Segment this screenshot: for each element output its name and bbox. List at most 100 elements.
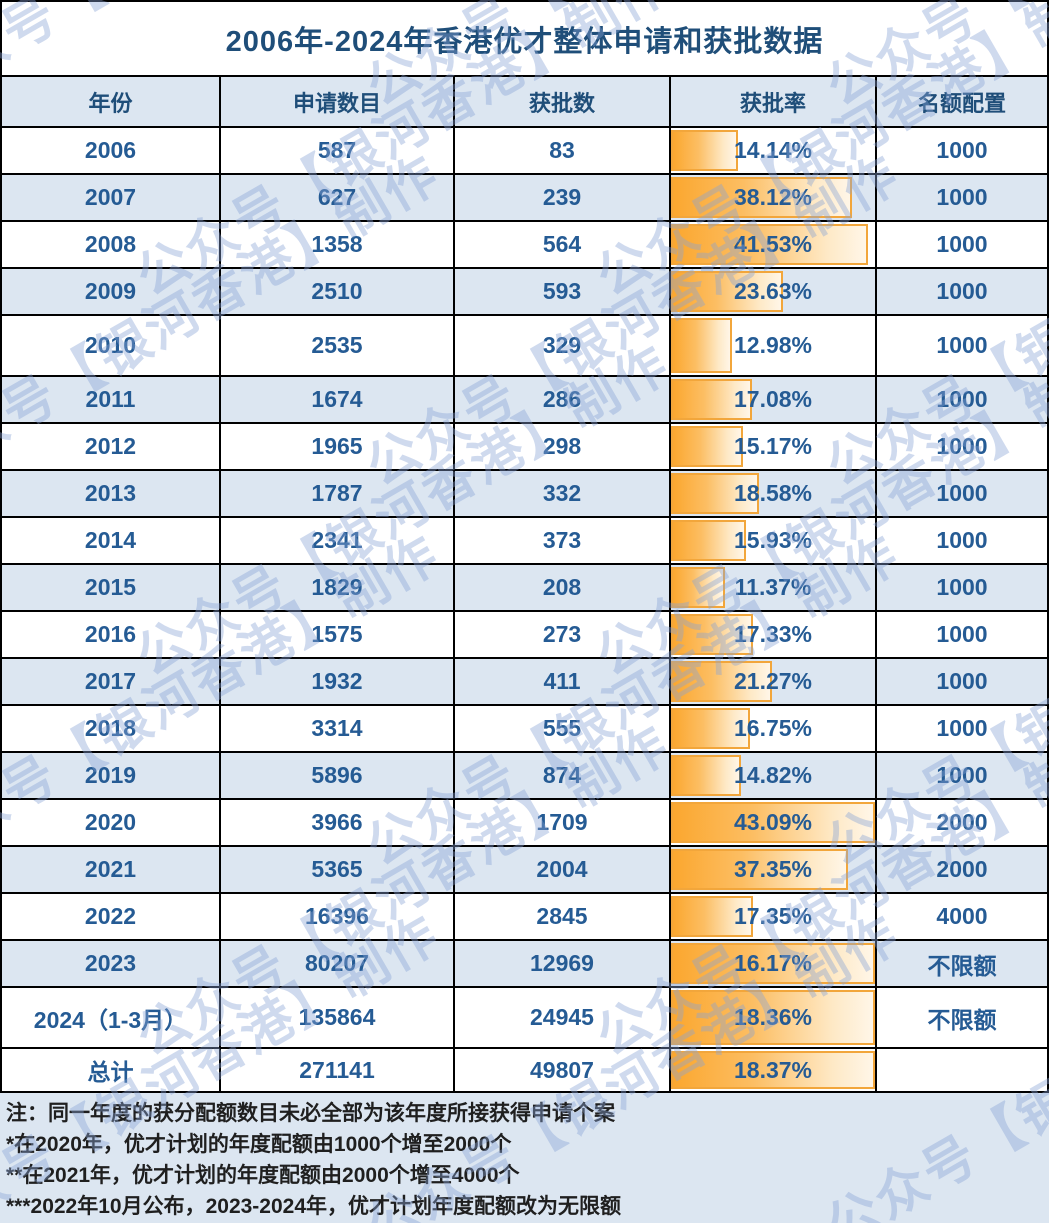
approval-rate-value: 15.17%: [733, 433, 812, 459]
applications-cell: 1674: [221, 377, 455, 422]
table-row: 2022 16396 2845 17.35% 4000: [2, 894, 1047, 941]
year-cell: 2008: [2, 222, 221, 267]
approval-rate-bar: [671, 224, 868, 265]
approval-rate-cell: 14.14%: [671, 128, 877, 173]
column-header-4: 获批率: [671, 77, 877, 126]
approval-rate-bar: [671, 849, 848, 890]
column-header-3: 获批数: [455, 77, 671, 126]
approvals-cell: 373: [455, 518, 671, 563]
table-row: 2015 1829 208 11.37% 1000: [2, 565, 1047, 612]
approvals-cell: 2845: [455, 894, 671, 939]
approval-rate-bar: [671, 567, 725, 608]
approval-rate-value: 43.09%: [733, 809, 812, 835]
approval-rate-bar: [671, 614, 753, 655]
approval-rate-cell: 18.37%: [671, 1049, 877, 1091]
table-row: 2009 2510 593 23.63% 1000: [2, 269, 1047, 316]
approval-rate-cell: 16.75%: [671, 706, 877, 751]
quota-cell: 1000: [936, 332, 988, 358]
approval-rate-value: 41.53%: [733, 231, 812, 257]
approvals-cell: 286: [455, 377, 671, 422]
approval-rate-bar: [671, 177, 852, 218]
approval-rate-cell: 11.37%: [671, 565, 877, 610]
year-cell: 2007: [2, 175, 221, 220]
table-row: 2018 3314 555 16.75% 1000: [2, 706, 1047, 753]
approval-rate-value: 37.35%: [733, 856, 812, 882]
approval-rate-value: 18.37%: [733, 1056, 812, 1083]
approval-rate-cell: 21.27%: [671, 659, 877, 704]
table-row: 2019 5896 874 14.82% 1000: [2, 753, 1047, 800]
approval-rate-bar: [671, 473, 759, 514]
column-header-1: 年份: [2, 77, 221, 126]
approval-rate-cell: 43.09%: [671, 800, 877, 845]
quota-cell: 4000: [936, 903, 988, 929]
approval-rate-cell: 14.82%: [671, 753, 877, 798]
footnote-2: *在2020年，优才计划的年度配额由1000个增至2000个: [6, 1133, 512, 1156]
approval-rate-bar: [671, 520, 747, 561]
approval-rate-bar: [671, 708, 751, 749]
approvals-cell: 239: [455, 175, 671, 220]
quota-cell: 1000: [936, 184, 988, 210]
applications-cell: 16396: [221, 894, 455, 939]
year-cell: 2016: [2, 612, 221, 657]
table-row: 2006 587 83 14.14% 1000: [2, 128, 1047, 175]
applications-cell: 3314: [221, 706, 455, 751]
approval-rate-value: 18.58%: [733, 480, 812, 506]
table-row: 2014 2341 373 15.93% 1000: [2, 518, 1047, 565]
applications-cell: 135864: [221, 988, 455, 1047]
year-cell: 2013: [2, 471, 221, 516]
approval-rate-value: 17.35%: [733, 903, 812, 929]
year-cell: 2023: [2, 941, 221, 986]
approval-rate-cell: 17.08%: [671, 377, 877, 422]
approval-rate-bar: [671, 943, 875, 984]
approval-rate-cell: 18.58%: [671, 471, 877, 516]
approval-rate-cell: 16.17%: [671, 941, 877, 986]
approvals-cell: 555: [455, 706, 671, 751]
approval-rate-cell: 15.93%: [671, 518, 877, 563]
approval-rate-value: 17.33%: [733, 621, 812, 647]
quota-cell: [877, 1049, 1047, 1091]
applications-cell: 2341: [221, 518, 455, 563]
quota-cell: 1000: [936, 715, 988, 741]
applications-cell: 3966: [221, 800, 455, 845]
approval-rate-bar: [671, 661, 772, 702]
approval-rate-value: 14.14%: [733, 137, 812, 163]
table-row: 2012 1965 298 15.17% 1000: [2, 424, 1047, 471]
quota-cell: 1000: [936, 574, 988, 600]
approvals-cell: 329: [455, 316, 671, 375]
approval-rate-cell: 38.12%: [671, 175, 877, 220]
approval-rate-bar: [671, 426, 743, 467]
approval-rate-cell: 41.53%: [671, 222, 877, 267]
approval-rate-bar: [671, 755, 742, 796]
approval-rate-bar: [671, 896, 754, 937]
approvals-cell: 564: [455, 222, 671, 267]
approval-rate-value: 11.37%: [734, 574, 812, 600]
quota-cell: 1000: [936, 480, 988, 506]
year-cell: 2012: [2, 424, 221, 469]
approval-rate-cell: 15.17%: [671, 424, 877, 469]
table-frame: 2006年-2024年香港优才整体申请和获批数据 年份 申请数目 获批数 获批率 名额配…: [0, 0, 1049, 1093]
applications-cell: 2535: [221, 316, 455, 375]
approval-rate-bar: [671, 318, 733, 373]
quota-cell: 2000: [936, 856, 988, 882]
approvals-cell: 332: [455, 471, 671, 516]
quota-cell: 2000: [936, 809, 988, 835]
table-row: 2017 1932 411 21.27% 1000: [2, 659, 1047, 706]
approvals-cell: 208: [455, 565, 671, 610]
approval-rate-cell: 37.35%: [671, 847, 877, 892]
approval-rate-value: 14.82%: [733, 762, 812, 788]
year-cell: 2022: [2, 894, 221, 939]
quota-cell: 不限额: [927, 1006, 997, 1033]
table-row: 2023 80207 12969 16.17% 不限额: [2, 941, 1047, 988]
quota-cell: 1000: [936, 668, 988, 694]
table-title: 2006年-2024年香港优才整体申请和获批数据: [225, 25, 824, 58]
applications-cell: 271141: [221, 1049, 455, 1091]
applications-cell: 1965: [221, 424, 455, 469]
approval-rate-value: 17.08%: [733, 386, 812, 412]
applications-cell: 1829: [221, 565, 455, 610]
footnote-3: **在2021年，优才计划的年度配额由2000个增至4000个: [6, 1164, 520, 1187]
column-header-2: 申请数目: [221, 77, 455, 126]
year-cell: 2015: [2, 565, 221, 610]
year-cell: 2019: [2, 753, 221, 798]
applications-cell: 1932: [221, 659, 455, 704]
